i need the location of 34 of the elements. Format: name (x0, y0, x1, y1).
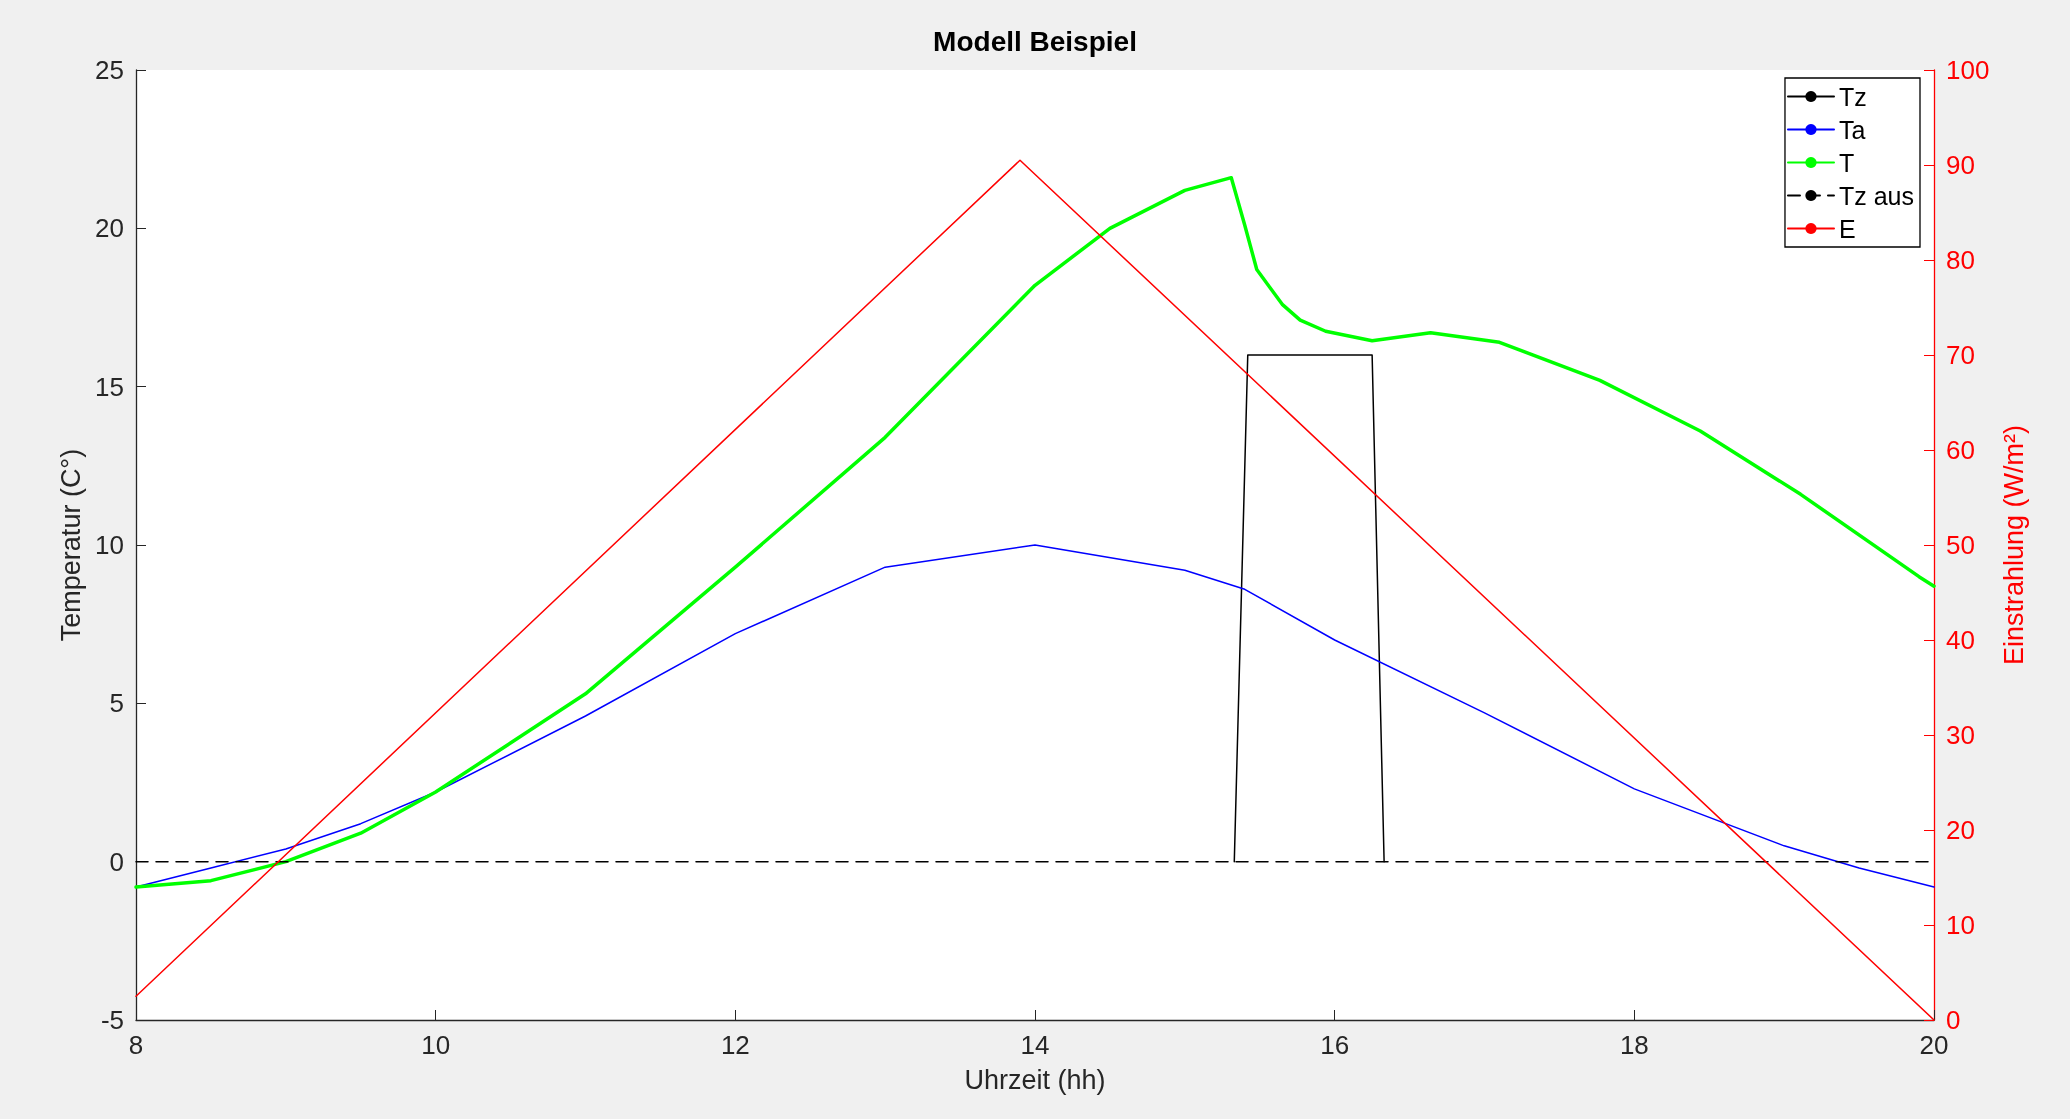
x-tick-label: 8 (128, 1030, 144, 1060)
y-tick-label: 25 (95, 55, 124, 85)
y2-tick-label: 50 (1946, 530, 1975, 560)
y-tick-label: 15 (95, 371, 124, 402)
x-axis-title: Uhrzeit (hh) (964, 1064, 1106, 1095)
x-tick-label: 10 (421, 1030, 451, 1060)
y2-tick-label: 70 (1946, 340, 1975, 370)
y2-tick-label: 60 (1946, 435, 1975, 465)
y2-tick-label: 30 (1946, 720, 1975, 750)
y2-axis-title: Einstrahlung (W/m²) (1998, 424, 2029, 666)
x-tick-label: 16 (1320, 1030, 1350, 1060)
y2-tick-label: 20 (1946, 815, 1975, 845)
legend-label: Ta (1838, 115, 1866, 144)
x-tick-label: 20 (1919, 1030, 1949, 1060)
x-tick-label: 14 (1020, 1030, 1050, 1060)
x-tick-label: 18 (1619, 1030, 1649, 1060)
y2-tick-label: 90 (1946, 150, 1975, 180)
y2-tick-label: 100 (1946, 55, 1990, 85)
y-tick-label: 10 (95, 530, 124, 560)
legend-label: T (1838, 148, 1855, 177)
x-tick-label: 12 (720, 1030, 750, 1060)
legend-label: Tz aus (1838, 181, 1915, 210)
y-tick-label: -5 (100, 1005, 124, 1035)
y-axis-title: Temperatur (C°) (55, 448, 86, 642)
y2-tick-label: 80 (1946, 245, 1975, 275)
y2-tick-label: 40 (1946, 625, 1975, 655)
y-tick-label: 5 (109, 688, 124, 719)
chart-title: Modell Beispiel (933, 25, 1137, 57)
legend-label: E (1838, 214, 1856, 243)
y-tick-label: 20 (95, 213, 124, 244)
y2-tick-label: 10 (1946, 910, 1975, 940)
y-tick-label: 0 (109, 846, 124, 877)
legend-label: Tz (1838, 82, 1867, 111)
y2-tick-label: 0 (1946, 1005, 1961, 1035)
